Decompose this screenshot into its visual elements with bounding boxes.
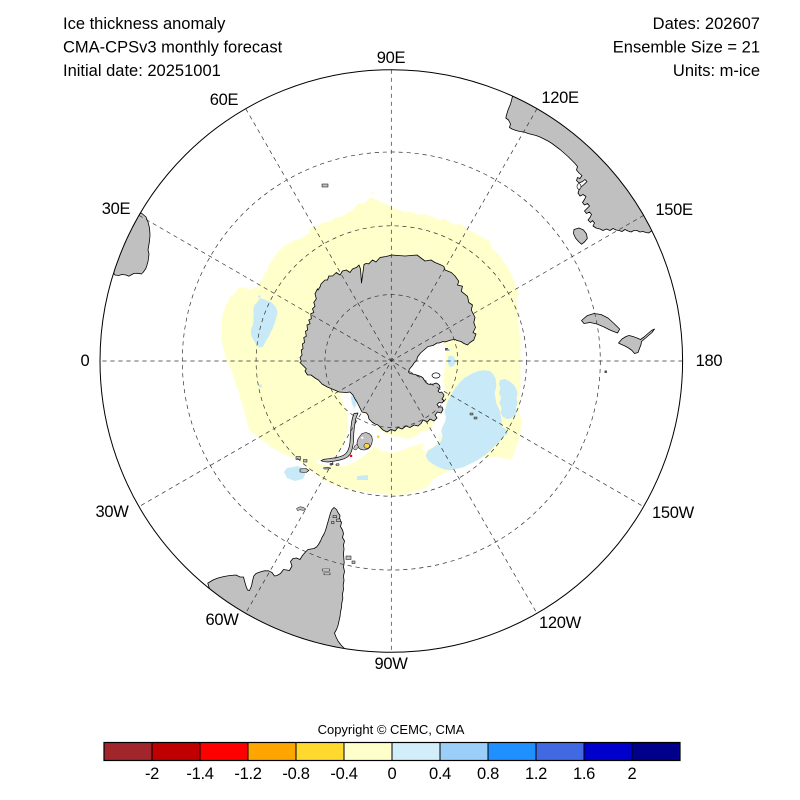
svg-text:30W: 30W — [95, 503, 129, 521]
svg-text:-1.4: -1.4 — [186, 765, 213, 783]
svg-text:CMA-CPSv3 monthly forecast: CMA-CPSv3 monthly forecast — [63, 39, 283, 57]
svg-text:60E: 60E — [210, 91, 239, 109]
svg-text:Initial date: 20251001: Initial date: 20251001 — [63, 62, 221, 80]
svg-text:Ice thickness anomaly: Ice thickness anomaly — [63, 15, 226, 33]
svg-text:120W: 120W — [539, 614, 582, 632]
svg-text:90E: 90E — [377, 49, 406, 67]
svg-text:1.2: 1.2 — [525, 765, 547, 783]
svg-text:-0.4: -0.4 — [330, 765, 357, 783]
svg-text:Ensemble Size = 21: Ensemble Size = 21 — [613, 39, 760, 57]
svg-text:180: 180 — [696, 352, 723, 370]
svg-text:Dates: 202607: Dates: 202607 — [653, 15, 760, 33]
svg-text:0: 0 — [81, 352, 90, 370]
svg-text:30E: 30E — [102, 200, 131, 218]
svg-text:2: 2 — [628, 765, 637, 783]
svg-text:150E: 150E — [655, 201, 693, 219]
svg-text:120E: 120E — [541, 89, 579, 107]
svg-text:Units: m-ice: Units: m-ice — [673, 62, 760, 80]
svg-text:0.8: 0.8 — [477, 765, 499, 783]
svg-text:1.6: 1.6 — [573, 765, 595, 783]
svg-text:Copyright © CEMC, CMA: Copyright © CEMC, CMA — [318, 722, 465, 737]
svg-text:90W: 90W — [374, 655, 408, 673]
svg-text:150W: 150W — [652, 504, 695, 522]
svg-text:-2: -2 — [145, 765, 159, 783]
svg-text:0: 0 — [388, 765, 397, 783]
svg-text:-0.8: -0.8 — [282, 765, 309, 783]
svg-text:0.4: 0.4 — [429, 765, 451, 783]
svg-text:-1.2: -1.2 — [234, 765, 261, 783]
svg-text:60W: 60W — [205, 611, 239, 629]
